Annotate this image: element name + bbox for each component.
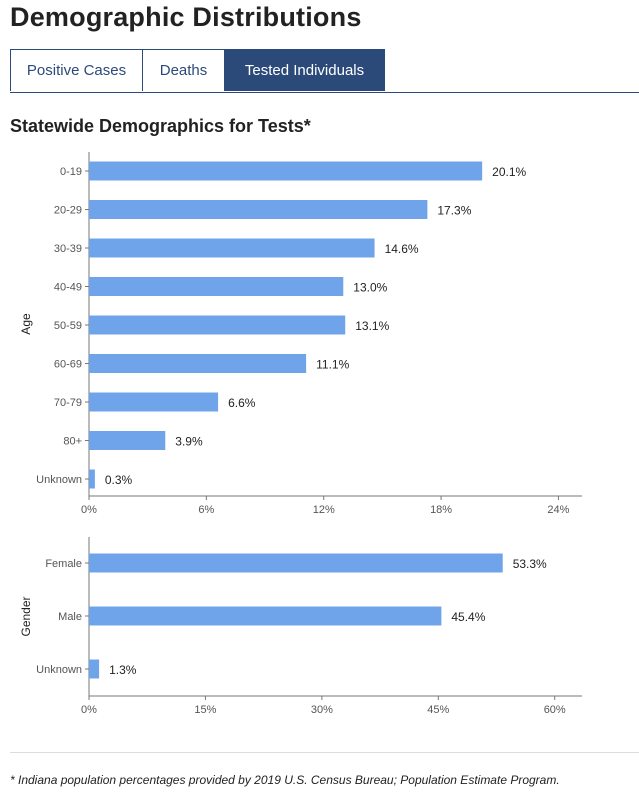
data-label-20-29: 17.3%: [437, 204, 471, 218]
x-tick-label: 15%: [194, 704, 216, 716]
y-tick-label-female: Female: [45, 558, 82, 570]
bar-unknown: [89, 659, 100, 679]
y-tick-label-80: 80+: [63, 436, 82, 448]
bar-male: [89, 606, 442, 626]
tab-deaths[interactable]: Deaths: [142, 49, 225, 91]
section-title: Statewide Demographics for Tests*: [10, 116, 311, 136]
data-label-60-69: 11.1%: [316, 358, 349, 372]
bar-40-49: [89, 277, 344, 296]
bar-80: [89, 431, 166, 450]
bar-70-79: [89, 392, 219, 412]
data-label-female: 53.3%: [513, 557, 547, 571]
y-axis-title: Age: [19, 313, 33, 335]
y-tick-label-70-79: 70-79: [54, 397, 82, 409]
x-tick-label: 12%: [313, 504, 335, 516]
x-tick-label: 45%: [427, 704, 449, 716]
tab-bar: Positive Cases Deaths Tested Individuals: [10, 49, 639, 93]
bar-50-59: [89, 315, 346, 335]
x-tick-label: 30%: [311, 704, 333, 716]
bar-female: [89, 553, 503, 573]
y-tick-label-20-29: 20-29: [54, 205, 82, 217]
y-tick-label-50-59: 50-59: [54, 320, 82, 332]
x-tick-label: 60%: [544, 704, 566, 716]
x-tick-label: 18%: [430, 504, 452, 516]
y-tick-label-unknown: Unknown: [36, 474, 82, 486]
bar-30-39: [89, 238, 375, 258]
x-tick-label: 0%: [81, 704, 97, 716]
data-label-40-49: 13.0%: [353, 281, 387, 295]
page-title: Demographic Distributions: [10, 2, 362, 32]
age-chart: 0-19 20.1% 20-29 17.3% 30-39 14.6% 40-49 13.0% 5…: [19, 152, 582, 516]
y-tick-label-male: Male: [58, 611, 82, 623]
data-label-30-39: 14.6%: [385, 242, 419, 256]
divider: [10, 752, 639, 753]
y-tick-label-0-19: 0-19: [60, 166, 82, 178]
data-label-0-19: 20.1%: [492, 165, 526, 179]
y-tick-label-30-39: 30-39: [54, 243, 82, 255]
data-label-unknown: 0.3%: [105, 473, 133, 487]
data-label-70-79: 6.6%: [228, 396, 256, 410]
gender-chart: Female 53.3% Male 45.4% Unknown 1.3% 0% 15% 30% 4…: [19, 537, 582, 716]
bar-20-29: [89, 200, 428, 219]
x-tick-label: 0%: [81, 504, 97, 516]
tab-tested-individuals[interactable]: Tested Individuals: [224, 49, 385, 91]
y-tick-label-40-49: 40-49: [54, 282, 82, 294]
data-label-male: 45.4%: [451, 610, 485, 624]
y-tick-label-unknown: Unknown: [36, 664, 82, 676]
data-label-80: 3.9%: [175, 435, 203, 449]
data-label-unknown: 1.3%: [109, 663, 137, 677]
y-tick-label-60-69: 60-69: [54, 359, 82, 371]
y-axis-title: Gender: [19, 596, 33, 636]
bar-60-69: [89, 354, 307, 373]
x-tick-label: 6%: [198, 504, 214, 516]
bar-0-19: [89, 161, 483, 181]
x-tick-label: 24%: [547, 504, 569, 516]
tab-positive-cases[interactable]: Positive Cases: [10, 49, 143, 91]
bar-unknown: [89, 469, 95, 489]
data-label-50-59: 13.1%: [355, 319, 389, 333]
footnote: * Indiana population percentages provide…: [10, 773, 560, 787]
